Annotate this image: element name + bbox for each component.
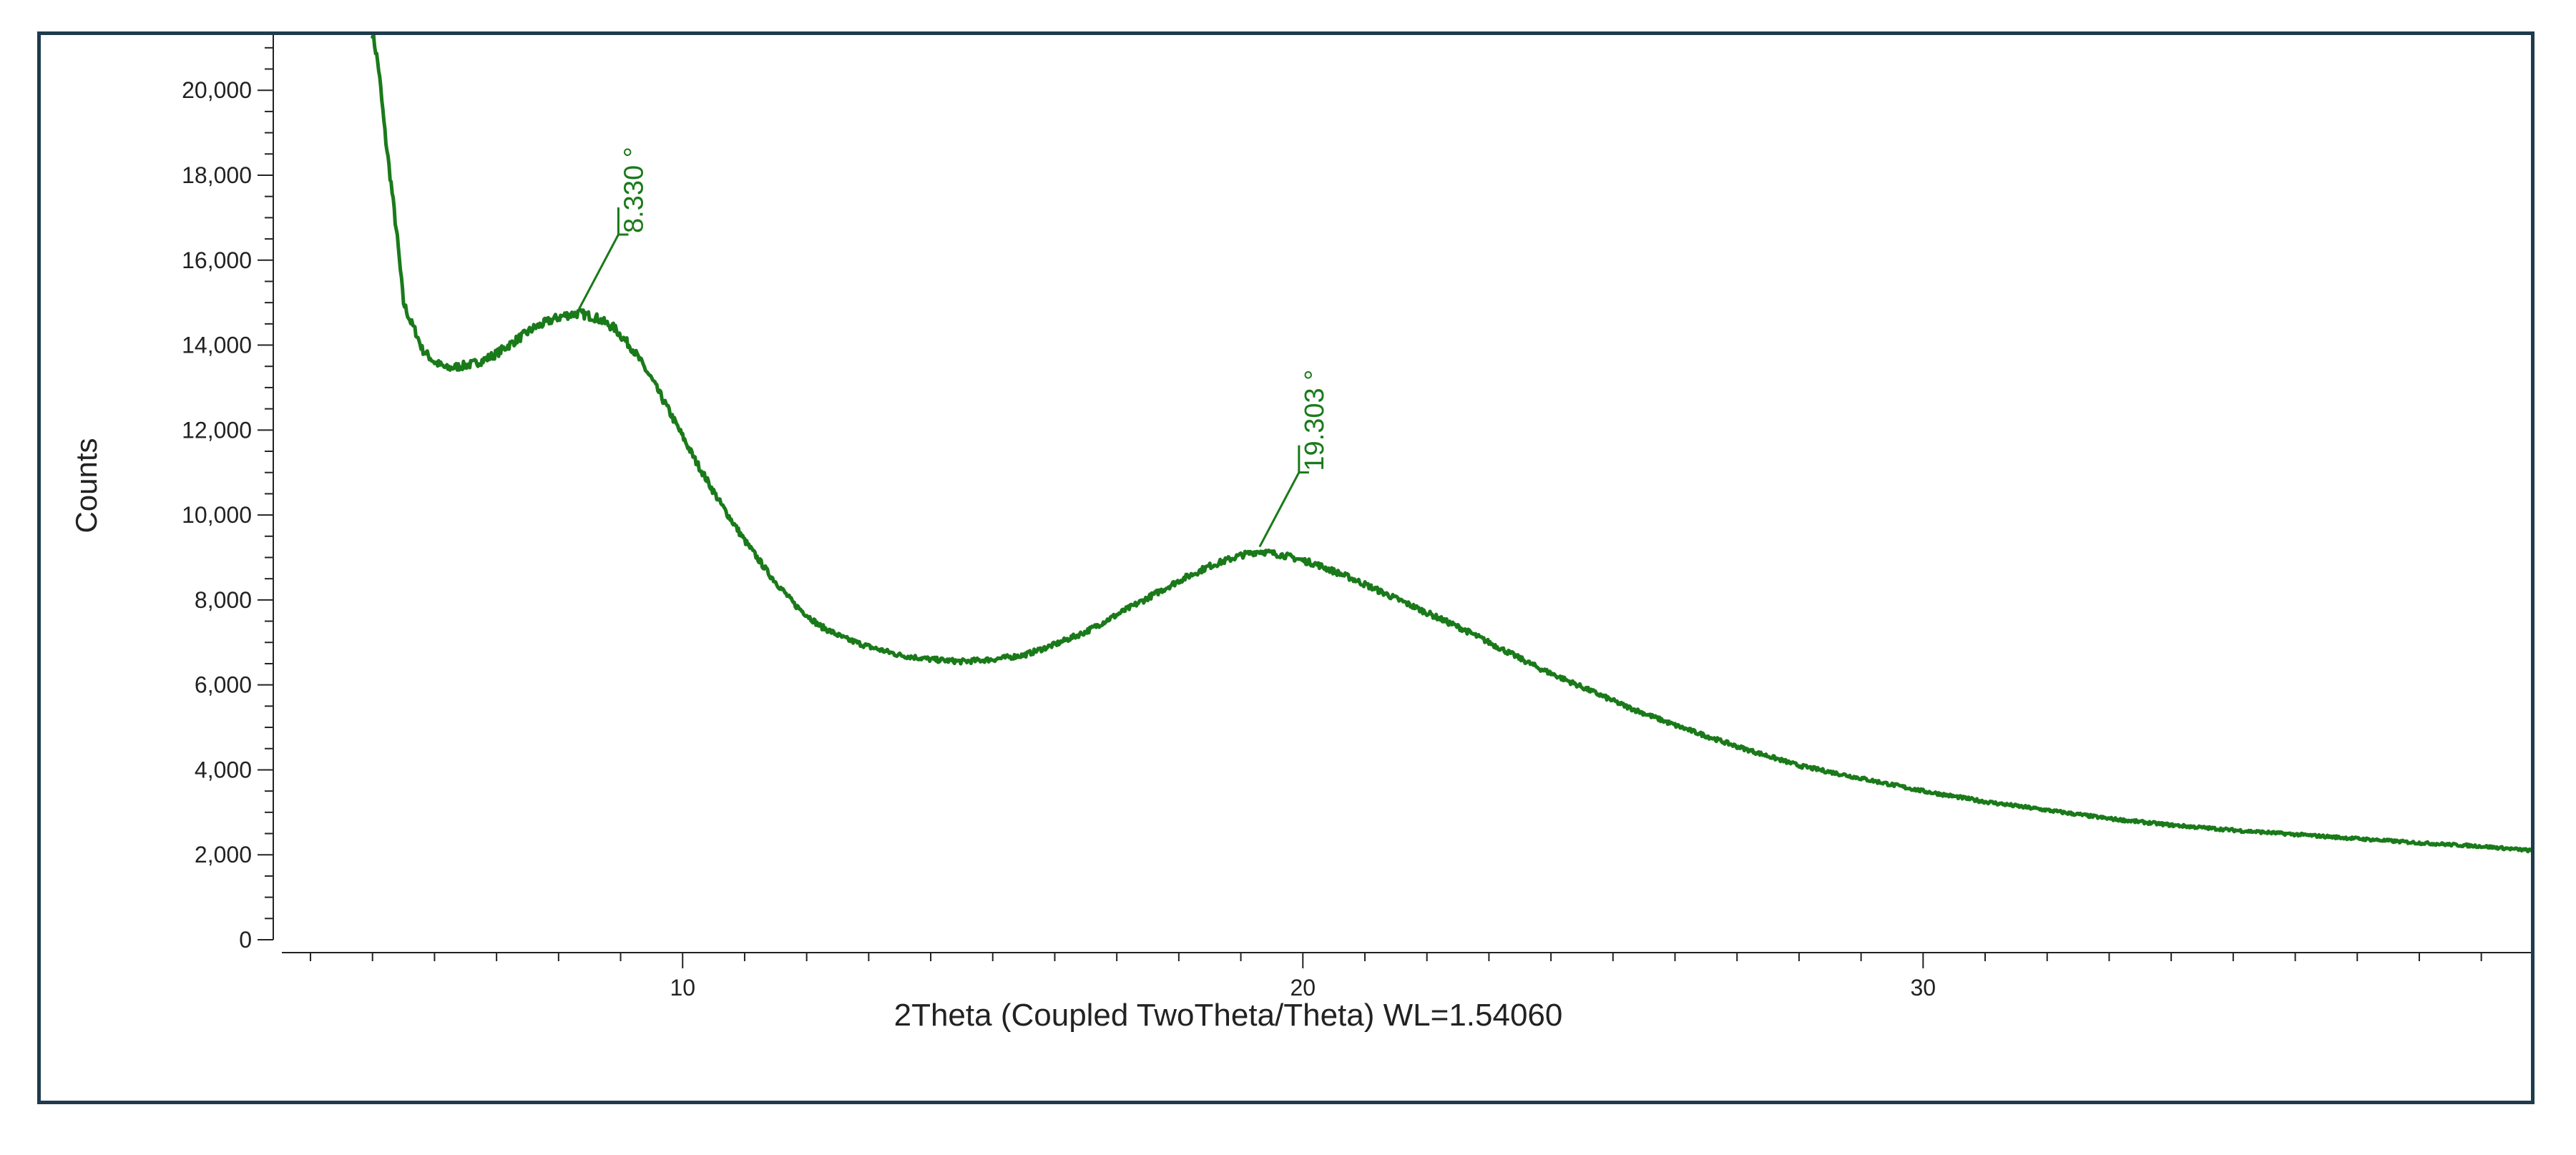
x-axis-label: 2Theta (Coupled TwoTheta/Theta) WL=1.540… [894, 998, 1563, 1033]
y-tick-label: 10,000 [182, 502, 252, 528]
chart-frame: 0 2,000 4,000 6,000 8,000 10,000 12,000 14,000 1… [37, 31, 2535, 1104]
peak-annotations: 8.330 ° 19.303 ° [578, 147, 1330, 548]
y-tick-label: 16,000 [182, 247, 252, 273]
y-tick-label: 6,000 [195, 672, 252, 698]
y-tick-label: 8,000 [195, 587, 252, 613]
annotation-label: 19.303 ° [1300, 370, 1330, 471]
annotation-label: 8.330 ° [619, 147, 649, 233]
y-axis: 0 2,000 4,000 6,000 8,000 10,000 12,000 14,000 1… [182, 35, 274, 953]
x-tick-label: 20 [1290, 975, 1316, 1001]
y-tick-label: 12,000 [182, 417, 252, 443]
y-tick-label: 18,000 [182, 162, 252, 188]
x-tick-label: 10 [670, 975, 695, 1001]
xrd-plot: 0 2,000 4,000 6,000 8,000 10,000 12,000 14,000 1… [69, 35, 2531, 1033]
y-tick-label: 0 [239, 927, 252, 953]
y-tick-label: 14,000 [182, 333, 252, 358]
y-tick-label: 2,000 [195, 842, 252, 868]
x-axis: 10 20 30 [282, 952, 2531, 1001]
x-tick-label: 30 [1911, 975, 1936, 1001]
annotation-leader [578, 234, 619, 310]
y-axis-label: Counts [69, 438, 103, 533]
series-line [371, 35, 2531, 854]
y-tick-label: 20,000 [182, 77, 252, 103]
annotation-leader [1258, 471, 1301, 548]
y-tick-label: 4,000 [195, 757, 252, 782]
